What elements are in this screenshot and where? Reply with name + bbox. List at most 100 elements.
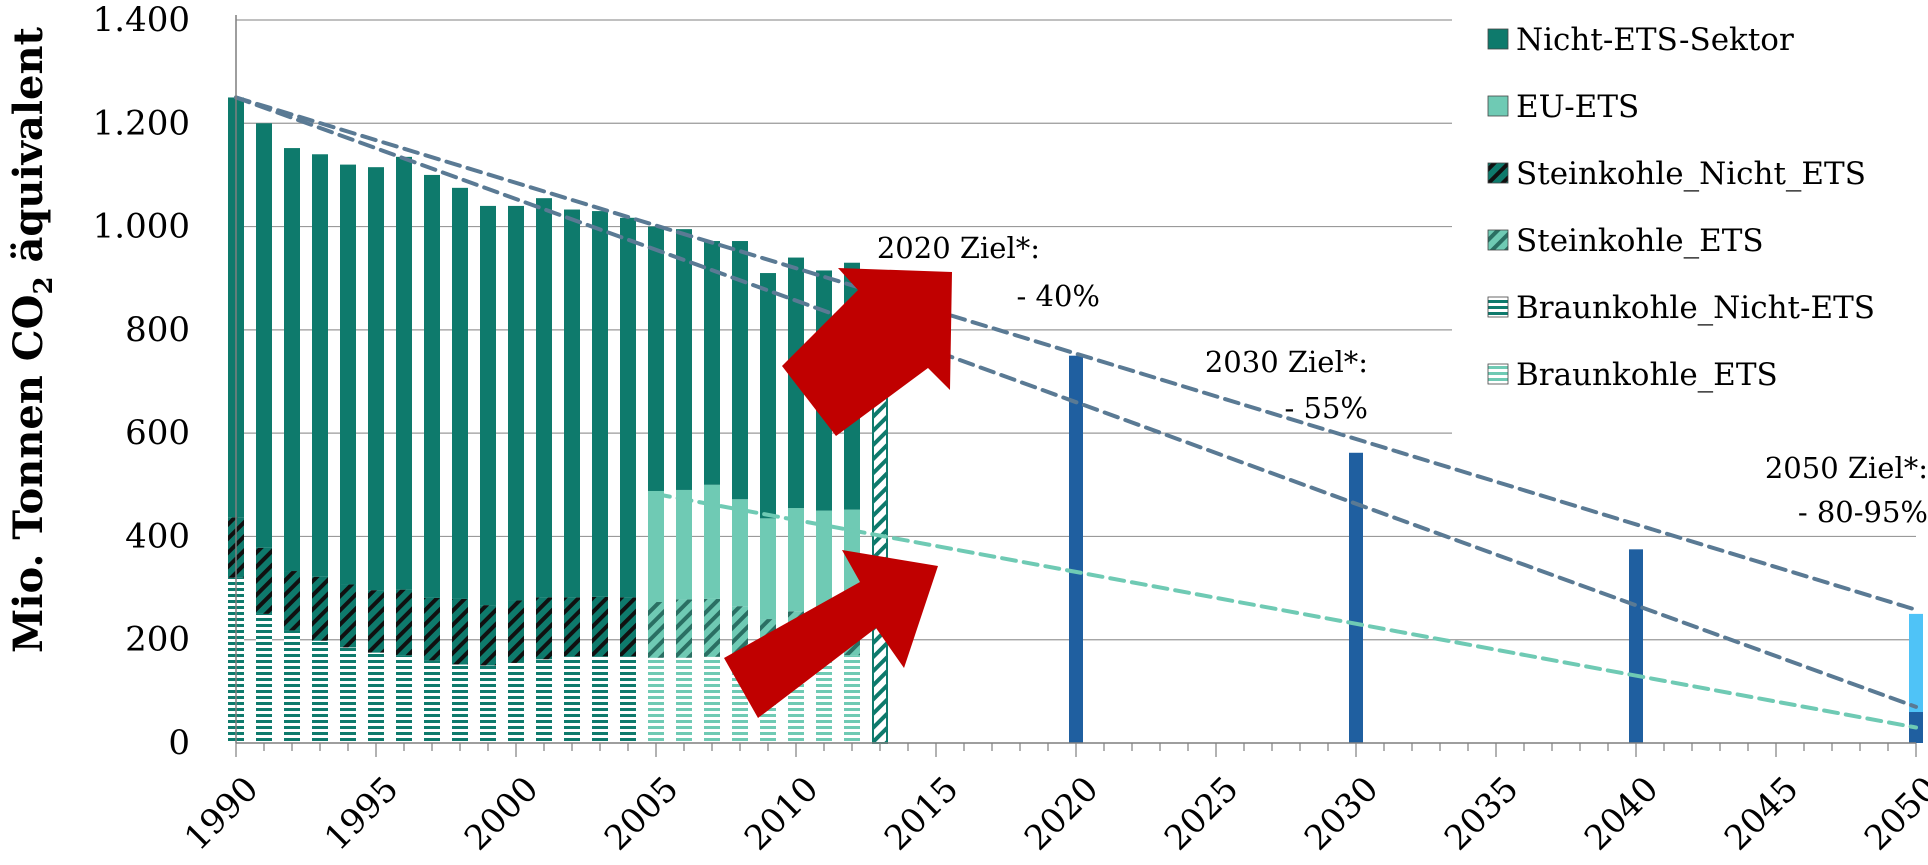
bar-segment-steinkohle-nicht-ets — [340, 584, 356, 648]
bar-segment-braunkohle-nicht-ets — [508, 662, 524, 743]
target-bar-2040 — [1629, 549, 1643, 743]
bar-segment-steinkohle-nicht-ets — [424, 597, 440, 661]
annotation-2050: 2050 Ziel*: - 80-95% — [1765, 451, 1928, 529]
x-tick-label: 2025 — [1157, 769, 1246, 858]
trend-line-2 — [234, 95, 1918, 709]
bar-2000 — [508, 205, 524, 743]
bar-segment-steinkohle-ets — [648, 602, 664, 658]
bar-segment-nicht-ets — [732, 241, 748, 500]
trend-lines — [234, 95, 1918, 730]
bar-segment-nicht-ets — [312, 154, 328, 577]
x-tick-label: 1995 — [317, 769, 406, 858]
bar-2005 — [648, 226, 664, 743]
legend-item: Nicht-ETS-Sektor — [1487, 22, 1794, 58]
bar-segment-braunkohle-ets — [816, 656, 832, 743]
bar-segment-steinkohle-nicht-ets — [368, 590, 384, 653]
legend-swatch — [1487, 363, 1509, 385]
bar-segment-braunkohle-nicht-ets — [256, 613, 272, 743]
target-bar-2030 — [1349, 452, 1363, 743]
bar-segment-eu-ets — [704, 484, 720, 599]
bar-segment-steinkohle-nicht-ets — [620, 597, 636, 657]
legend-label: Steinkohle_ETS — [1516, 223, 1764, 259]
legend-label: Braunkohle_ETS — [1516, 357, 1778, 393]
legend-item: Braunkohle_ETS — [1487, 357, 1778, 393]
bar-segment-steinkohle-nicht-ets — [536, 597, 552, 660]
bar-segment-steinkohle-nicht-ets — [564, 597, 580, 657]
x-tick-label: 2045 — [1717, 769, 1806, 858]
bar-segment-eu-ets — [732, 499, 748, 607]
x-tick-label: 2015 — [877, 769, 966, 858]
bar-segment-braunkohle-ets — [844, 655, 860, 743]
legend-item: Braunkohle_Nicht-ETS — [1487, 290, 1875, 326]
bar-segment-steinkohle-nicht-ets — [508, 600, 524, 663]
y-tick-label: 1.200 — [93, 103, 190, 143]
bar-segment-steinkohle-nicht-ets — [312, 576, 328, 641]
bar-1994 — [340, 164, 356, 743]
y-tick-label: 400 — [125, 516, 190, 556]
bar-segment-nicht-ets — [564, 209, 580, 598]
x-tick-label: 2010 — [737, 769, 826, 858]
arrow-up-right-bottom — [724, 550, 938, 718]
bar-segment-eu-ets — [648, 490, 664, 603]
x-tick-labels: 1990 1995 2000 2005 2010 2015 2020 2025 2030 2035… — [177, 769, 1928, 858]
legend-label: EU-ETS — [1516, 89, 1639, 125]
x-tick-label: 2040 — [1577, 769, 1666, 858]
x-tick-label: 2020 — [1017, 769, 1106, 858]
legend-swatch — [1487, 28, 1509, 50]
bar-segment-nicht-ets — [536, 198, 552, 598]
bar-segment-braunkohle-ets — [704, 656, 720, 743]
bar-segment-nicht-ets — [508, 205, 524, 601]
bar-segment-steinkohle-nicht-ets — [256, 547, 272, 614]
bar-segment-nicht-ets — [648, 226, 664, 491]
bar-2004 — [620, 217, 636, 743]
bar-segment-steinkohle-nicht-ets — [480, 605, 496, 666]
annotation-2020: 2020 Ziel*: - 40% — [877, 231, 1100, 313]
arrow-up-right-top — [782, 268, 952, 436]
x-tick-label: 2030 — [1297, 769, 1386, 858]
bar-segment-steinkohle-ets — [704, 598, 720, 657]
annotation-2030-line2: - 55% — [1285, 391, 1368, 425]
bar-segment-braunkohle-nicht-ets — [620, 656, 636, 743]
trend-line-3 — [654, 492, 1918, 730]
bar-segment-nicht-ets — [284, 148, 300, 572]
bar-2003 — [592, 211, 608, 743]
bar-segment-nicht-ets — [396, 156, 412, 590]
bar-segment-steinkohle-nicht-ets — [396, 589, 412, 656]
x-tick-label: 2035 — [1437, 769, 1526, 858]
y-tick-label: 800 — [125, 310, 190, 350]
bar-segment-eu-ets — [676, 489, 692, 600]
bar-segment-braunkohle-nicht-ets — [368, 652, 384, 743]
bar-segment-nicht-ets — [452, 187, 468, 599]
legend-label: Nicht-ETS-Sektor — [1516, 22, 1794, 58]
bar-segment-eu-ets — [788, 508, 804, 612]
bar-segment-braunkohle-nicht-ets — [312, 640, 328, 743]
annotation-2020-line2: - 40% — [1017, 279, 1100, 313]
bar-1997 — [424, 174, 440, 743]
x-tick-label: 2005 — [597, 769, 686, 858]
bar-segment-nicht-ets — [676, 229, 692, 490]
target-bar-2020 — [1069, 355, 1083, 743]
bar-1999 — [480, 205, 496, 743]
bar-1998 — [452, 187, 468, 743]
bar-2002 — [564, 209, 580, 743]
y-tick-labels: 0 200 400 600 800 1.000 1.200 1.400 — [93, 0, 190, 763]
bar-segment-nicht-ets — [340, 164, 356, 585]
legend-item: EU-ETS — [1487, 89, 1639, 125]
bar-segment-braunkohle-nicht-ets — [396, 655, 412, 743]
bar-segment-nicht-ets — [592, 211, 608, 597]
bar-segment-nicht-ets — [368, 167, 384, 591]
bar-segment-braunkohle-nicht-ets — [480, 665, 496, 743]
annotation-2020-line1: 2020 Ziel*: — [877, 231, 1040, 265]
bar-segment-braunkohle-nicht-ets — [536, 659, 552, 743]
y-tick-label: 600 — [125, 413, 190, 453]
legend-label: Braunkohle_Nicht-ETS — [1516, 290, 1875, 326]
bar-segment-nicht-ets — [256, 123, 272, 548]
bar-segment-braunkohle-nicht-ets — [284, 630, 300, 743]
bar-segment-steinkohle-nicht-ets — [284, 571, 300, 631]
y-axis-label: Mio. Tonnen CO2 äquivalent — [5, 26, 59, 653]
legend-background — [1452, 18, 1926, 448]
bar-1991 — [256, 123, 272, 743]
x-tick-label: 2050 — [1857, 769, 1928, 858]
annotation-2050-line1: 2050 Ziel*: — [1765, 451, 1928, 485]
annotation-2030-line1: 2030 Ziel*: — [1205, 345, 1368, 379]
